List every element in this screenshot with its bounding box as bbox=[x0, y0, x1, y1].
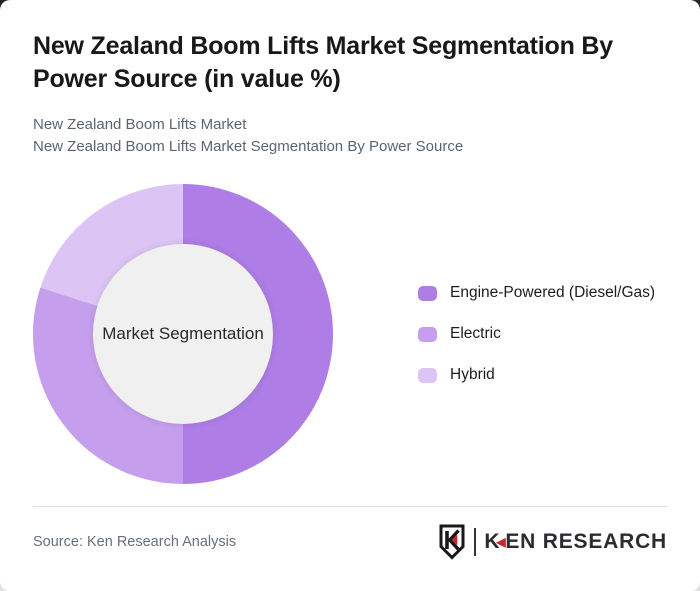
donut-center-label: Market Segmentation bbox=[102, 324, 264, 343]
logo-wordmark: K◀EN RESEARCH bbox=[484, 530, 667, 554]
chart-area: Market Segmentation Engine-Powered (Dies… bbox=[33, 184, 667, 484]
page-title-line-1: New Zealand Boom Lifts Market Segmentati… bbox=[33, 32, 613, 60]
subtitle-block: New Zealand Boom Lifts Market New Zealan… bbox=[33, 114, 667, 158]
logo-wordmark-rest: EN RESEARCH bbox=[505, 530, 667, 553]
footer-divider bbox=[33, 506, 667, 507]
ken-research-shield-icon bbox=[439, 524, 465, 560]
source-note: Source: Ken Research Analysis bbox=[33, 534, 237, 550]
page-title: New Zealand Boom Lifts Market Segmentati… bbox=[33, 30, 667, 96]
page-title-line-2: Power Source (in value %) bbox=[33, 65, 341, 93]
legend-item-electric: Electric bbox=[418, 325, 655, 343]
subtitle-line-2: New Zealand Boom Lifts Market Segmentati… bbox=[33, 138, 464, 155]
legend-label-electric: Electric bbox=[450, 325, 501, 342]
legend-label-hybrid: Hybrid bbox=[450, 366, 495, 383]
ken-research-logo: K◀EN RESEARCH bbox=[437, 523, 667, 561]
footer: Source: Ken Research Analysis K◀EN RESEA… bbox=[33, 507, 667, 561]
legend-swatch-engine-powered bbox=[418, 285, 437, 301]
legend-swatch-hybrid bbox=[418, 367, 437, 383]
donut-hole: Market Segmentation bbox=[93, 244, 273, 424]
legend-swatch-electric bbox=[418, 326, 437, 342]
legend-label-engine-powered: Engine-Powered (Diesel/Gas) bbox=[450, 284, 656, 301]
legend-item-engine-powered: Engine-Powered (Diesel/Gas) bbox=[418, 284, 655, 302]
chart-legend: Engine-Powered (Diesel/Gas) Electric Hyb… bbox=[418, 284, 655, 384]
legend-item-hybrid: Hybrid bbox=[418, 366, 655, 384]
logo-red-triangle-icon: ◀ bbox=[496, 535, 507, 549]
donut-chart-wrap: Market Segmentation bbox=[33, 184, 333, 484]
logo-divider bbox=[474, 528, 477, 556]
logo-wordmark-k: K bbox=[484, 530, 501, 553]
subtitle-line-1: New Zealand Boom Lifts Market bbox=[33, 116, 247, 133]
